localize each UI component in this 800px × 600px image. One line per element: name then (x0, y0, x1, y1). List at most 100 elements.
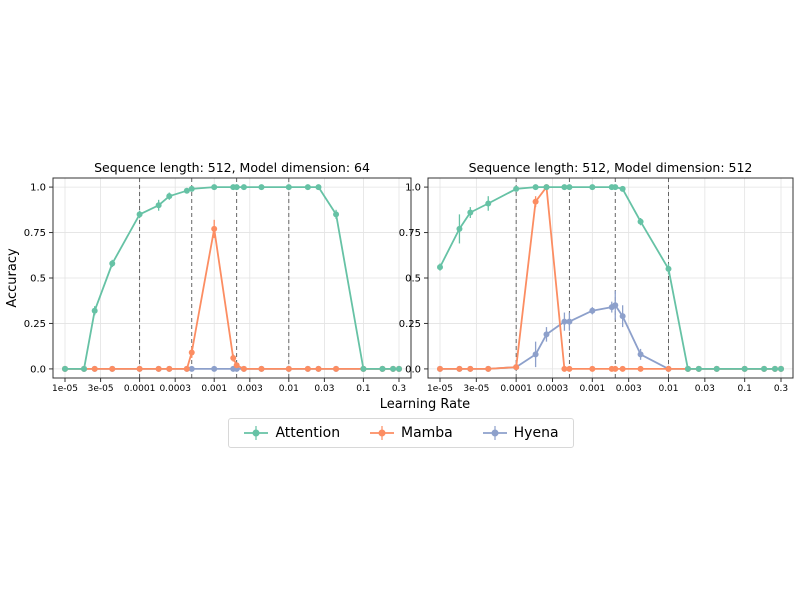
data-point (62, 365, 68, 372)
y-tick-label: 0.0 (405, 364, 421, 375)
y-tick-label: 0.0 (30, 364, 46, 375)
x-tick-label: 0.1 (737, 384, 751, 394)
data-point (258, 365, 265, 372)
y-tick-label: 0.25 (24, 319, 46, 330)
data-point (543, 184, 550, 191)
data-point (136, 211, 143, 218)
data-point (612, 365, 619, 372)
data-point (778, 365, 784, 372)
data-point (532, 198, 539, 205)
legend-marker-attention (244, 426, 269, 440)
x-tick-label: 3e-05 (463, 384, 489, 394)
data-point (637, 351, 644, 358)
x-tick-label: 0.003 (237, 384, 263, 394)
y-tick-label: 0.5 (30, 274, 46, 285)
data-point (285, 365, 292, 372)
legend-label-hyena: Hyena (513, 425, 559, 441)
data-point (771, 365, 778, 372)
data-point (211, 365, 218, 372)
data-point (665, 265, 672, 272)
x-tick-label: 1e-05 (427, 384, 453, 394)
data-point (467, 209, 474, 216)
data-point (456, 365, 463, 372)
data-point (240, 184, 247, 191)
data-point (136, 365, 143, 372)
data-point (637, 365, 644, 372)
legend-label-mamba: Mamba (400, 425, 453, 441)
data-point (379, 365, 386, 372)
data-point (695, 365, 702, 372)
data-point (532, 184, 539, 191)
chart-title: Sequence length: 512, Model dimension: 6… (94, 160, 370, 175)
x-tick-label: 0.01 (658, 384, 678, 394)
data-point (315, 365, 322, 372)
data-point (561, 184, 568, 191)
data-point (188, 365, 195, 372)
x-tick-label: 0.3 (392, 384, 406, 394)
y-tick-label: 0.75 (399, 228, 421, 239)
data-point (155, 365, 162, 372)
data-point (637, 218, 644, 225)
data-point (211, 225, 218, 232)
data-point (612, 302, 619, 309)
data-point (437, 365, 443, 372)
data-point (713, 365, 720, 372)
data-point (233, 184, 240, 191)
data-point (684, 365, 691, 372)
data-point (589, 307, 596, 314)
x-tick-label: 0.003 (616, 384, 642, 394)
data-point (456, 225, 463, 232)
data-point (390, 365, 397, 372)
data-point (360, 365, 367, 372)
x-tick-label: 1e-05 (52, 384, 78, 394)
data-point (183, 365, 190, 372)
data-point (665, 365, 672, 372)
data-point (188, 185, 195, 192)
data-point (258, 184, 265, 191)
data-point (211, 184, 218, 191)
data-point (589, 365, 596, 372)
data-point (396, 365, 402, 372)
data-point (304, 184, 311, 191)
data-point (513, 185, 520, 192)
data-point (761, 365, 768, 372)
data-point (183, 187, 190, 194)
data-point (619, 365, 626, 372)
data-point (109, 260, 116, 267)
data-point (188, 349, 195, 356)
data-point (315, 184, 322, 191)
data-point (155, 202, 162, 209)
data-point (304, 365, 311, 372)
x-axis-label: Learning Rate (380, 397, 470, 412)
data-point (230, 355, 237, 361)
legend-marker-mamba (369, 426, 394, 440)
x-tick-label: 0.3 (774, 384, 788, 394)
data-point (619, 313, 626, 320)
data-point (561, 365, 568, 372)
y-tick-label: 0.5 (405, 274, 421, 285)
data-point (166, 193, 173, 200)
data-point (566, 365, 573, 372)
legend: Attention Mamba Hyena (228, 418, 574, 448)
data-point (741, 365, 748, 372)
data-point (532, 351, 539, 358)
data-point (333, 365, 340, 372)
chart-title: Sequence length: 512, Model dimension: 5… (469, 160, 753, 175)
data-point (91, 307, 98, 314)
legend-marker-hyena (482, 426, 507, 440)
data-point (513, 364, 520, 371)
data-point (485, 200, 492, 207)
data-point (437, 264, 443, 271)
x-tick-label: 0.0001 (124, 384, 156, 394)
data-point (467, 365, 474, 372)
x-tick-label: 0.01 (279, 384, 299, 394)
legend-item-attention: Attention (243, 423, 340, 443)
data-point (589, 184, 596, 191)
data-point (612, 184, 619, 191)
data-point (561, 318, 568, 325)
data-point (485, 365, 492, 372)
data-point (233, 362, 240, 369)
x-tick-label: 0.03 (314, 384, 334, 394)
chart-panel-2: 1e-05 3e-05 0.0001 0.0003 0.001 0.003 0.01 0.03… (399, 160, 794, 394)
data-point (166, 365, 173, 372)
